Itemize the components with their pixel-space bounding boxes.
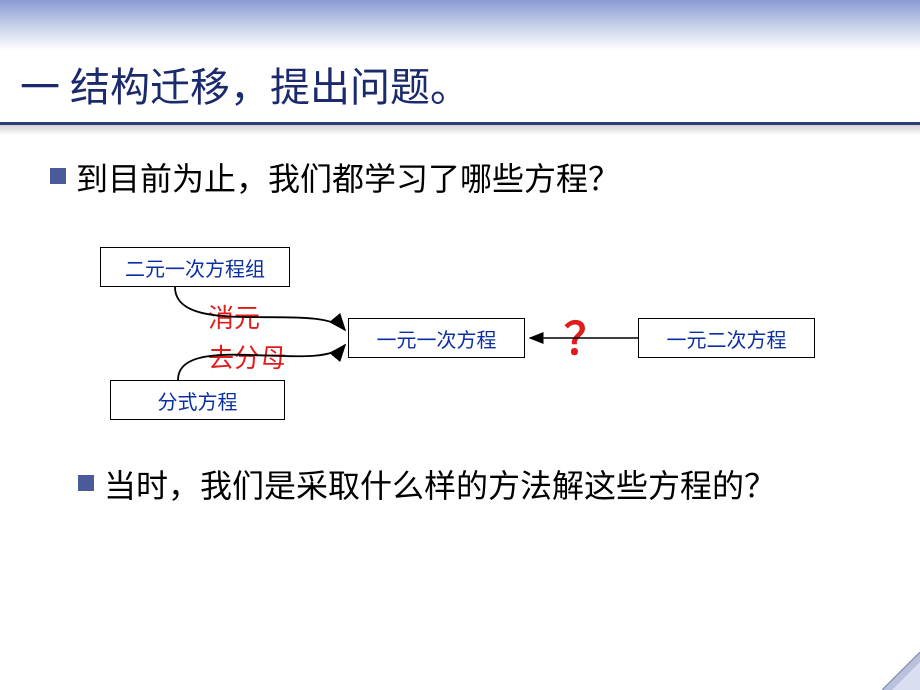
label-eliminate: 消元 — [208, 298, 260, 335]
bullet-2: 当时，我们是采取什么样的方法解这些方程的？ — [78, 465, 776, 508]
question-mark-icon: ？ — [564, 303, 608, 367]
box-fraction-label: 分式方程 — [158, 386, 238, 415]
bullet-1: 到目前为止，我们都学习了哪些方程？ — [50, 158, 620, 201]
title-shadow — [0, 125, 920, 135]
bullet-square-icon — [50, 168, 66, 184]
bullet-square-icon — [78, 475, 94, 491]
page-title: 一 结构迁移，提出问题。 — [20, 55, 900, 121]
label-remove-denom: 去分母 — [208, 338, 286, 375]
box-one-var-linear: 一元一次方程 — [348, 318, 525, 358]
box-two-var-label: 二元一次方程组 — [125, 253, 265, 282]
bullet-2-text: 当时，我们是采取什么样的方法解这些方程的？ — [104, 465, 776, 508]
bullet-1-text: 到目前为止，我们都学习了哪些方程？ — [76, 158, 620, 201]
box-one-var-linear-label: 一元一次方程 — [377, 324, 497, 353]
header-gradient — [0, 0, 920, 50]
page-curl-icon — [882, 652, 920, 690]
box-one-var-quadratic: 一元二次方程 — [638, 318, 815, 358]
box-two-var-system: 二元一次方程组 — [100, 247, 290, 287]
box-one-var-quadratic-label: 一元二次方程 — [667, 324, 787, 353]
box-fraction-eq: 分式方程 — [110, 380, 285, 420]
